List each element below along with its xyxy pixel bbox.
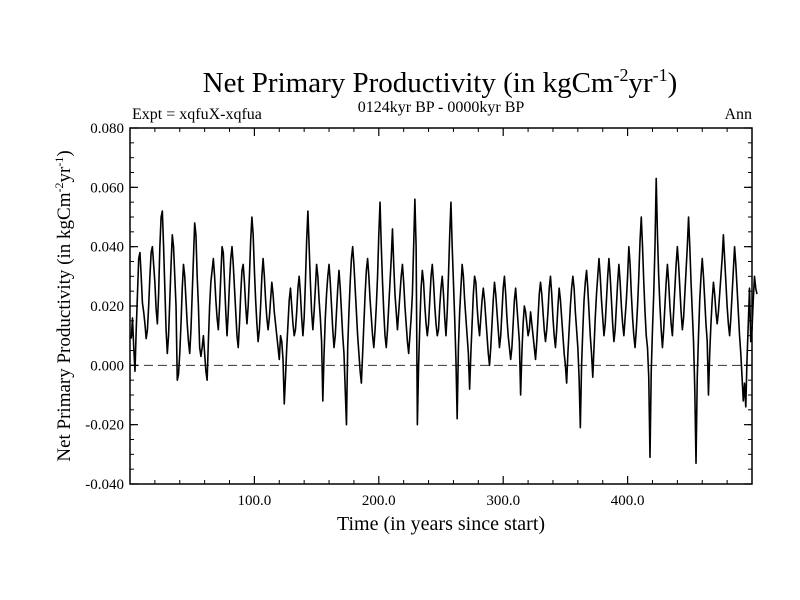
chart-title-end: ): [668, 67, 678, 99]
y-tick-label: -0.020: [85, 418, 124, 434]
chart-title: Net Primary Productivity (in kgCm-2yr-1): [203, 65, 678, 99]
chart-title-sup1: -2: [613, 65, 628, 85]
x-axis-label: Time (in years since start): [337, 513, 545, 535]
y-axis-label: Net Primary Productivity (in kgCm-2yr-1): [52, 150, 75, 461]
chart-title-mid: yr: [628, 67, 653, 99]
y-axis-label-text: Net Primary Productivity (in kgCm: [54, 192, 75, 461]
y-axis-label-sup2: -1: [52, 157, 66, 167]
period-label: 0124kyr BP - 0000kyr BP: [358, 99, 525, 116]
y-tick-label: 0.040: [90, 240, 124, 256]
x-tick-label: 300.0: [486, 493, 520, 509]
x-tick-label: 400.0: [611, 493, 645, 509]
y-tick-label: 0.020: [90, 299, 124, 315]
y-axis-label-sup1: -2: [52, 183, 66, 193]
y-axis-label-mid: yr: [54, 166, 75, 183]
npp-series-line: [130, 177, 758, 465]
y-tick-label: 0.000: [90, 358, 124, 374]
chart-title-text: Net Primary Productivity (in kgCm: [203, 67, 614, 99]
x-tick-label: 100.0: [238, 493, 272, 509]
y-tick-label: 0.060: [90, 180, 124, 196]
y-axis: -0.040 -0.020 0.000 0.020 0.040 0.060 0.080: [85, 121, 752, 493]
y-tick-label: 0.080: [90, 121, 124, 137]
season-label: Ann: [724, 106, 752, 123]
y-tick-label: -0.040: [85, 477, 124, 493]
y-axis-label-end: ): [54, 150, 75, 156]
chart-title-sup2: -1: [653, 65, 668, 85]
experiment-label: Expt = xqfuX-xqfua: [132, 106, 262, 123]
plot-frame: [129, 127, 753, 485]
x-tick-label: 200.0: [362, 493, 396, 509]
x-axis: 100.0 200.0 300.0 400.0: [154, 128, 728, 509]
